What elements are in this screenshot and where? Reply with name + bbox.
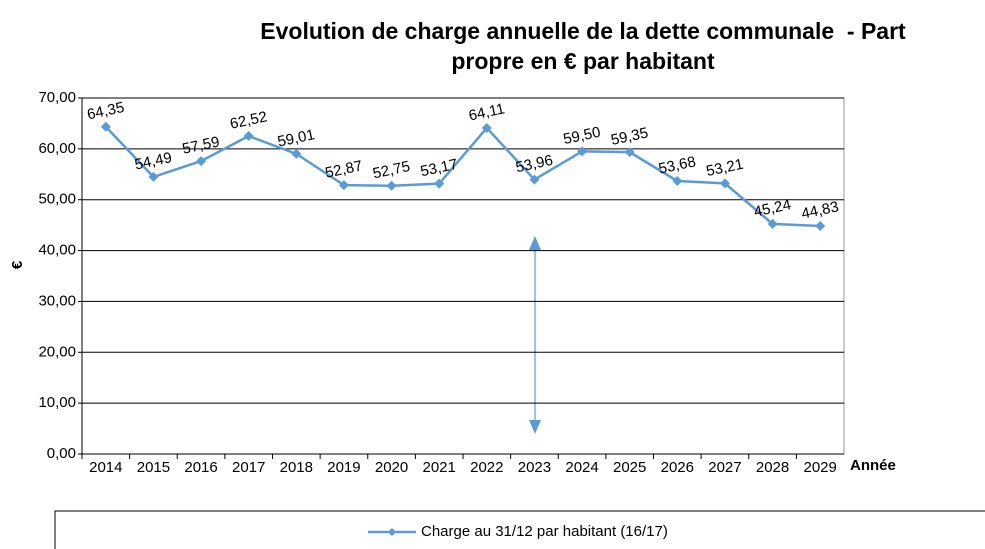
data-point: [243, 131, 254, 142]
y-tick-label: 10,00: [38, 394, 76, 411]
data-point: [529, 174, 540, 185]
data-point: [291, 148, 302, 159]
legend-marker: [388, 528, 396, 536]
y-tick-label: 70,00: [38, 89, 76, 106]
data-point: [624, 147, 635, 158]
data-point: [100, 121, 111, 132]
x-tick-label: 2027: [708, 459, 741, 476]
data-point: [767, 218, 778, 229]
data-point: [672, 175, 683, 186]
data-point: [386, 180, 397, 191]
x-tick-label: 2014: [89, 459, 122, 476]
x-tick-label: 2026: [661, 459, 694, 476]
x-tick-label: 2020: [375, 459, 408, 476]
legend-label: Charge au 31/12 par habitant (16/17): [421, 523, 668, 540]
y-tick-label: 40,00: [38, 242, 76, 259]
data-point: [815, 221, 826, 232]
legend-box: [54, 510, 985, 549]
x-tick-label: 2019: [327, 459, 360, 476]
x-tick-label: 2029: [804, 459, 837, 476]
data-point: [577, 146, 588, 157]
y-axis-label: €: [9, 260, 26, 269]
x-tick-label: 2022: [470, 459, 503, 476]
x-tick-label: 2028: [756, 459, 789, 476]
series-line: [104, 125, 821, 228]
annotation-arrow: [529, 236, 541, 434]
data-point: [148, 171, 159, 182]
y-tick-label: 50,00: [38, 191, 76, 208]
x-tick-label: 2021: [423, 459, 456, 476]
x-tick-label: 2015: [137, 459, 170, 476]
x-tick-label: 2017: [232, 459, 265, 476]
data-point: [338, 180, 349, 191]
chart-title: Evolution de charge annuelle de la dette…: [260, 18, 906, 44]
data-point: [719, 178, 730, 189]
data-point: [481, 122, 492, 133]
y-tick-label: 30,00: [38, 292, 76, 309]
chart-title: propre en € par habitant: [451, 48, 715, 74]
x-tick-label: 2018: [280, 459, 313, 476]
data-point: [196, 156, 207, 167]
x-tick-label: 2023: [518, 459, 551, 476]
x-tick-label: 2024: [565, 459, 598, 476]
y-tick-label: 0,00: [47, 445, 76, 462]
x-axis-label: Année: [850, 457, 896, 474]
y-tick-label: 60,00: [38, 140, 76, 157]
x-tick-label: 2016: [184, 459, 217, 476]
y-tick-label: 20,00: [38, 343, 76, 360]
x-tick-label: 2025: [613, 459, 646, 476]
data-point: [434, 178, 445, 189]
